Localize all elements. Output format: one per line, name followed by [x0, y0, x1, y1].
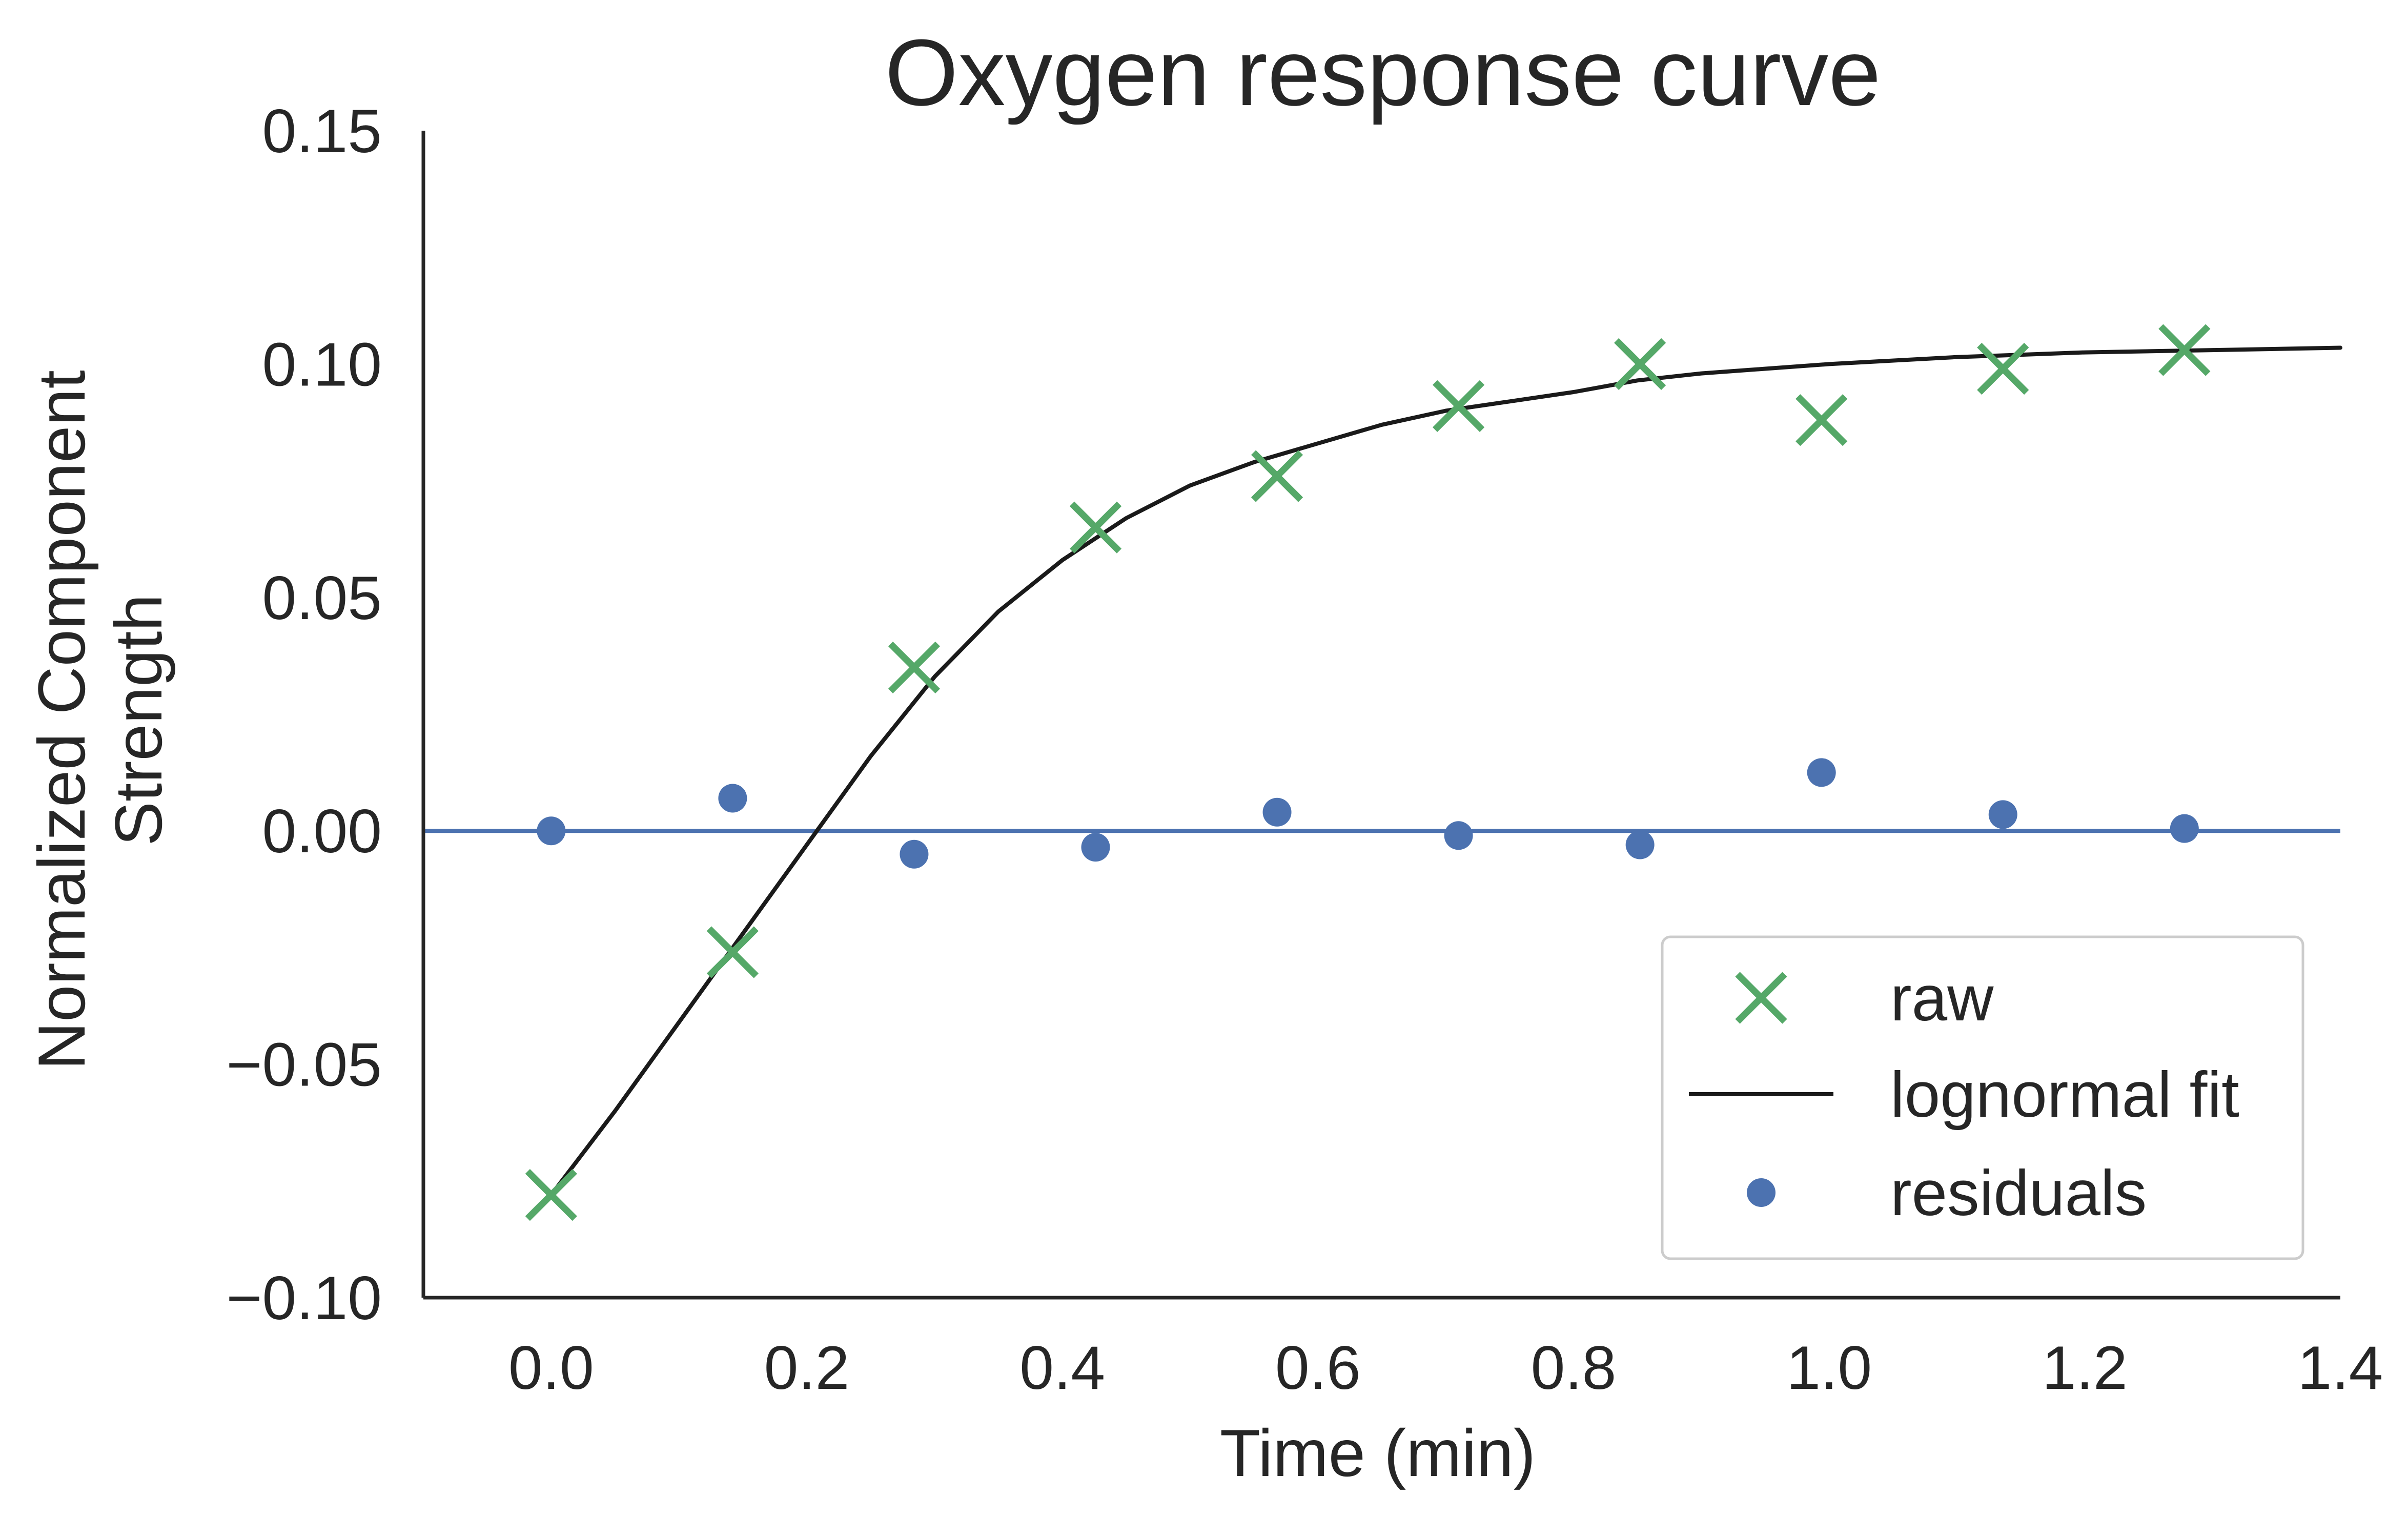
y-tick-label: 0.05 [262, 564, 382, 632]
y-tick-label: 0.10 [262, 330, 382, 399]
x-axis-label: Time (min) [1220, 1416, 1536, 1490]
x-tick-label: 0.2 [764, 1334, 850, 1402]
y-tick-label: −0.05 [226, 1031, 382, 1099]
raw-point [1795, 394, 1848, 446]
raw-point [1251, 450, 1303, 502]
residual-point [537, 816, 566, 846]
raw-point [888, 641, 941, 694]
legend-marker-raw [1735, 972, 1787, 1024]
y-tick-label: 0.15 [262, 97, 382, 166]
legend: raw lognormal fit residuals [1661, 935, 2304, 1260]
y-axis-label-line-2: Strength [101, 594, 176, 846]
y-axis-label: Normalized Component Strength [24, 370, 176, 1070]
raw-point [1977, 342, 2029, 395]
y-axis-label-line-1: Normalized Component [24, 370, 99, 1070]
chart-title: Oxygen response curve [885, 19, 1881, 125]
raw-point [525, 1169, 577, 1221]
series-line-lognormal-fit [549, 345, 2342, 1197]
residual-point [1081, 833, 1110, 862]
x-tick-label: 1.4 [2298, 1334, 2383, 1402]
y-tick-label: 0.00 [262, 797, 382, 866]
x-tick-label: 0.4 [1019, 1334, 1105, 1402]
y-tick-label: −0.10 [226, 1264, 382, 1332]
residual-point [1625, 830, 1655, 859]
tick-labels: 0.0 0.2 0.4 0.6 0.8 1.0 1.2 1.4 −0.10 −0.05 0.00 0.… [226, 97, 2383, 1402]
residual-point [1807, 758, 1836, 787]
raw-point [1433, 380, 1485, 432]
plot-marks [525, 324, 2342, 1221]
raw-point [1069, 501, 1122, 554]
raw-point [706, 926, 759, 978]
legend-label: raw [1890, 963, 1994, 1034]
raw-point [1614, 338, 1666, 390]
residual-point [1988, 800, 2017, 829]
legend-marker-residuals [1747, 1178, 1776, 1207]
residual-point [1444, 821, 1473, 850]
x-tick-label: 1.0 [1786, 1334, 1872, 1402]
x-tick-label: 0.0 [508, 1334, 594, 1402]
x-tick-label: 0.8 [1531, 1334, 1617, 1402]
residual-point [900, 839, 929, 869]
legend-frame [1661, 935, 2304, 1260]
raw-point [2158, 324, 2211, 376]
x-tick-label: 0.6 [1275, 1334, 1361, 1402]
legend-label: lognormal fit [1890, 1059, 2239, 1131]
residual-point [2170, 814, 2199, 843]
x-tick-label: 1.2 [2042, 1334, 2128, 1402]
residual-point [1262, 797, 1292, 827]
residual-point [718, 784, 747, 813]
legend-label: residuals [1890, 1158, 2147, 1229]
